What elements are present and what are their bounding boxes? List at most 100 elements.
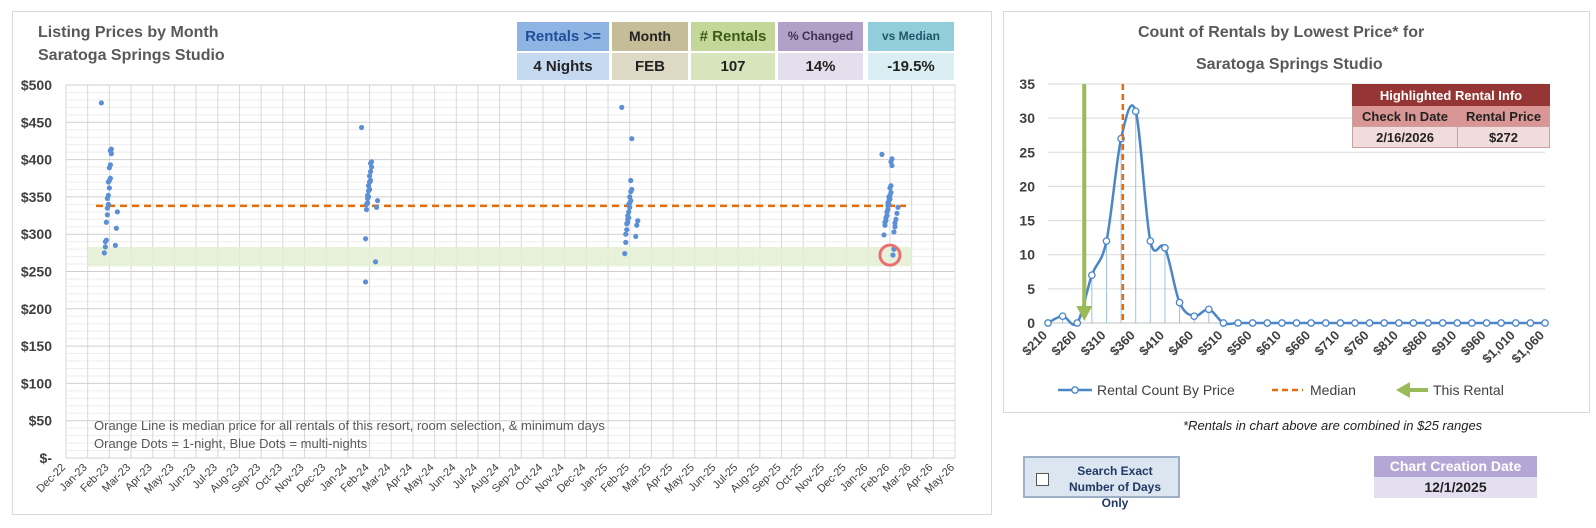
stat-value: 4 Nights bbox=[517, 53, 609, 80]
exact-days-checkbox[interactable] bbox=[1036, 473, 1049, 486]
x-tick-label: $610 bbox=[1253, 328, 1284, 359]
rental-count-point bbox=[1073, 319, 1082, 327]
rental-count-panel bbox=[1003, 11, 1590, 413]
rental-count-point bbox=[1307, 319, 1315, 327]
rental-count-point bbox=[1248, 319, 1257, 327]
x-tick-label: $360 bbox=[1107, 328, 1138, 359]
x-tick-label: $660 bbox=[1282, 328, 1313, 359]
rental-count-point bbox=[1190, 312, 1199, 321]
y-tick-label: $400 bbox=[21, 152, 52, 168]
rental-count-point bbox=[1146, 237, 1155, 245]
price-dot bbox=[623, 239, 629, 246]
price-dot bbox=[885, 203, 891, 209]
stat-header: Month bbox=[612, 22, 688, 51]
x-tick-label: $510 bbox=[1194, 328, 1225, 359]
rental-count-point bbox=[1204, 305, 1213, 314]
chart-note-median: Orange Line is median price for all rent… bbox=[94, 418, 605, 433]
price-dot bbox=[619, 104, 625, 110]
price-dot bbox=[108, 151, 114, 157]
price-dot bbox=[367, 168, 374, 175]
price-dot bbox=[98, 100, 104, 106]
this-rental-price-band bbox=[88, 246, 912, 267]
rental-count-point bbox=[1482, 319, 1491, 327]
price-dot bbox=[102, 244, 108, 250]
x-tick-label: $260 bbox=[1048, 328, 1079, 359]
price-dot bbox=[633, 233, 639, 240]
price-dot bbox=[628, 189, 634, 195]
stat-value: -19.5% bbox=[868, 53, 954, 80]
price-dot bbox=[372, 259, 379, 265]
price-dot bbox=[887, 185, 893, 191]
rental-count-point bbox=[1336, 319, 1345, 327]
price-dot bbox=[102, 239, 108, 245]
price-dot bbox=[105, 179, 111, 185]
price-dot bbox=[629, 136, 635, 142]
highlight-col-date: Check In Date bbox=[1351, 105, 1459, 127]
rental-count-point bbox=[1292, 319, 1301, 327]
price-dot bbox=[624, 221, 630, 227]
price-dot bbox=[623, 231, 629, 237]
price-dot bbox=[365, 188, 372, 194]
price-dot bbox=[892, 220, 898, 226]
rental-count-point bbox=[1394, 319, 1403, 327]
price-dot bbox=[104, 195, 110, 201]
price-dot bbox=[366, 173, 373, 179]
x-tick-label: $460 bbox=[1165, 328, 1196, 359]
price-dot bbox=[374, 198, 381, 204]
price-dot bbox=[362, 236, 369, 242]
price-dot bbox=[891, 229, 897, 235]
price-dot bbox=[106, 165, 112, 171]
y-tick-label: 25 bbox=[1019, 144, 1035, 160]
stat-2: # Rentals 107 bbox=[691, 22, 775, 80]
y-tick-label: $- bbox=[40, 450, 53, 466]
highlight-col-price: Rental Price bbox=[1457, 105, 1550, 127]
rental-count-point bbox=[1058, 312, 1067, 321]
x-tick-label: $860 bbox=[1399, 328, 1430, 359]
price-dot bbox=[624, 227, 630, 233]
rental-count-point bbox=[1380, 319, 1389, 327]
price-dot bbox=[368, 164, 375, 170]
price-dot bbox=[363, 201, 370, 207]
stat-header: vs Median bbox=[868, 22, 954, 51]
rental-count-point bbox=[1541, 319, 1549, 327]
x-tick-label: $760 bbox=[1341, 328, 1372, 359]
rental-count-point bbox=[1365, 319, 1374, 327]
y-tick-label: 15 bbox=[1019, 213, 1035, 229]
highlight-rental-price: $272 bbox=[1457, 126, 1550, 148]
price-dot bbox=[889, 162, 895, 169]
stat-4: vs Median -19.5% bbox=[868, 22, 954, 80]
price-dot bbox=[884, 209, 890, 215]
rental-count-point bbox=[1088, 271, 1096, 280]
price-dot bbox=[894, 210, 900, 216]
stat-value: 14% bbox=[778, 53, 863, 80]
legend-median-label: Median bbox=[1310, 382, 1356, 398]
price-dot bbox=[363, 206, 370, 213]
right-chart-title-line1: Count of Rentals by Lowest Price* for bbox=[1138, 24, 1425, 41]
x-tick-label: $310 bbox=[1078, 328, 1109, 359]
stat-value: FEB bbox=[612, 53, 688, 80]
price-dot bbox=[362, 279, 369, 285]
rental-count-point bbox=[1526, 319, 1535, 327]
y-tick-label: $250 bbox=[21, 264, 52, 280]
footnote: *Rentals in chart above are combined in … bbox=[1183, 418, 1483, 433]
creation-date-header: Chart Creation Date bbox=[1374, 456, 1537, 477]
left-chart-title-line2: Saratoga Springs Studio bbox=[38, 47, 225, 64]
price-dot bbox=[628, 177, 634, 184]
rental-count-point bbox=[1511, 319, 1520, 327]
stat-header: Rentals >= bbox=[517, 22, 609, 51]
stat-value: 107 bbox=[691, 53, 775, 80]
x-tick-label: $410 bbox=[1136, 328, 1167, 359]
y-tick-label: $50 bbox=[29, 413, 53, 429]
price-dot bbox=[358, 124, 365, 131]
price-dot bbox=[101, 250, 107, 256]
rental-count-point bbox=[1424, 319, 1432, 327]
price-dot bbox=[622, 250, 628, 257]
price-dot bbox=[879, 151, 885, 157]
price-dot bbox=[890, 252, 896, 258]
rental-count-point bbox=[1497, 319, 1505, 327]
price-dot bbox=[112, 242, 118, 248]
exact-days-checkbox-label: Search Exact Number of Days Only bbox=[1068, 464, 1162, 510]
exact-days-checkbox-control[interactable]: Search Exact Number of Days Only bbox=[1023, 456, 1180, 510]
y-tick-label: 10 bbox=[1019, 247, 1035, 263]
